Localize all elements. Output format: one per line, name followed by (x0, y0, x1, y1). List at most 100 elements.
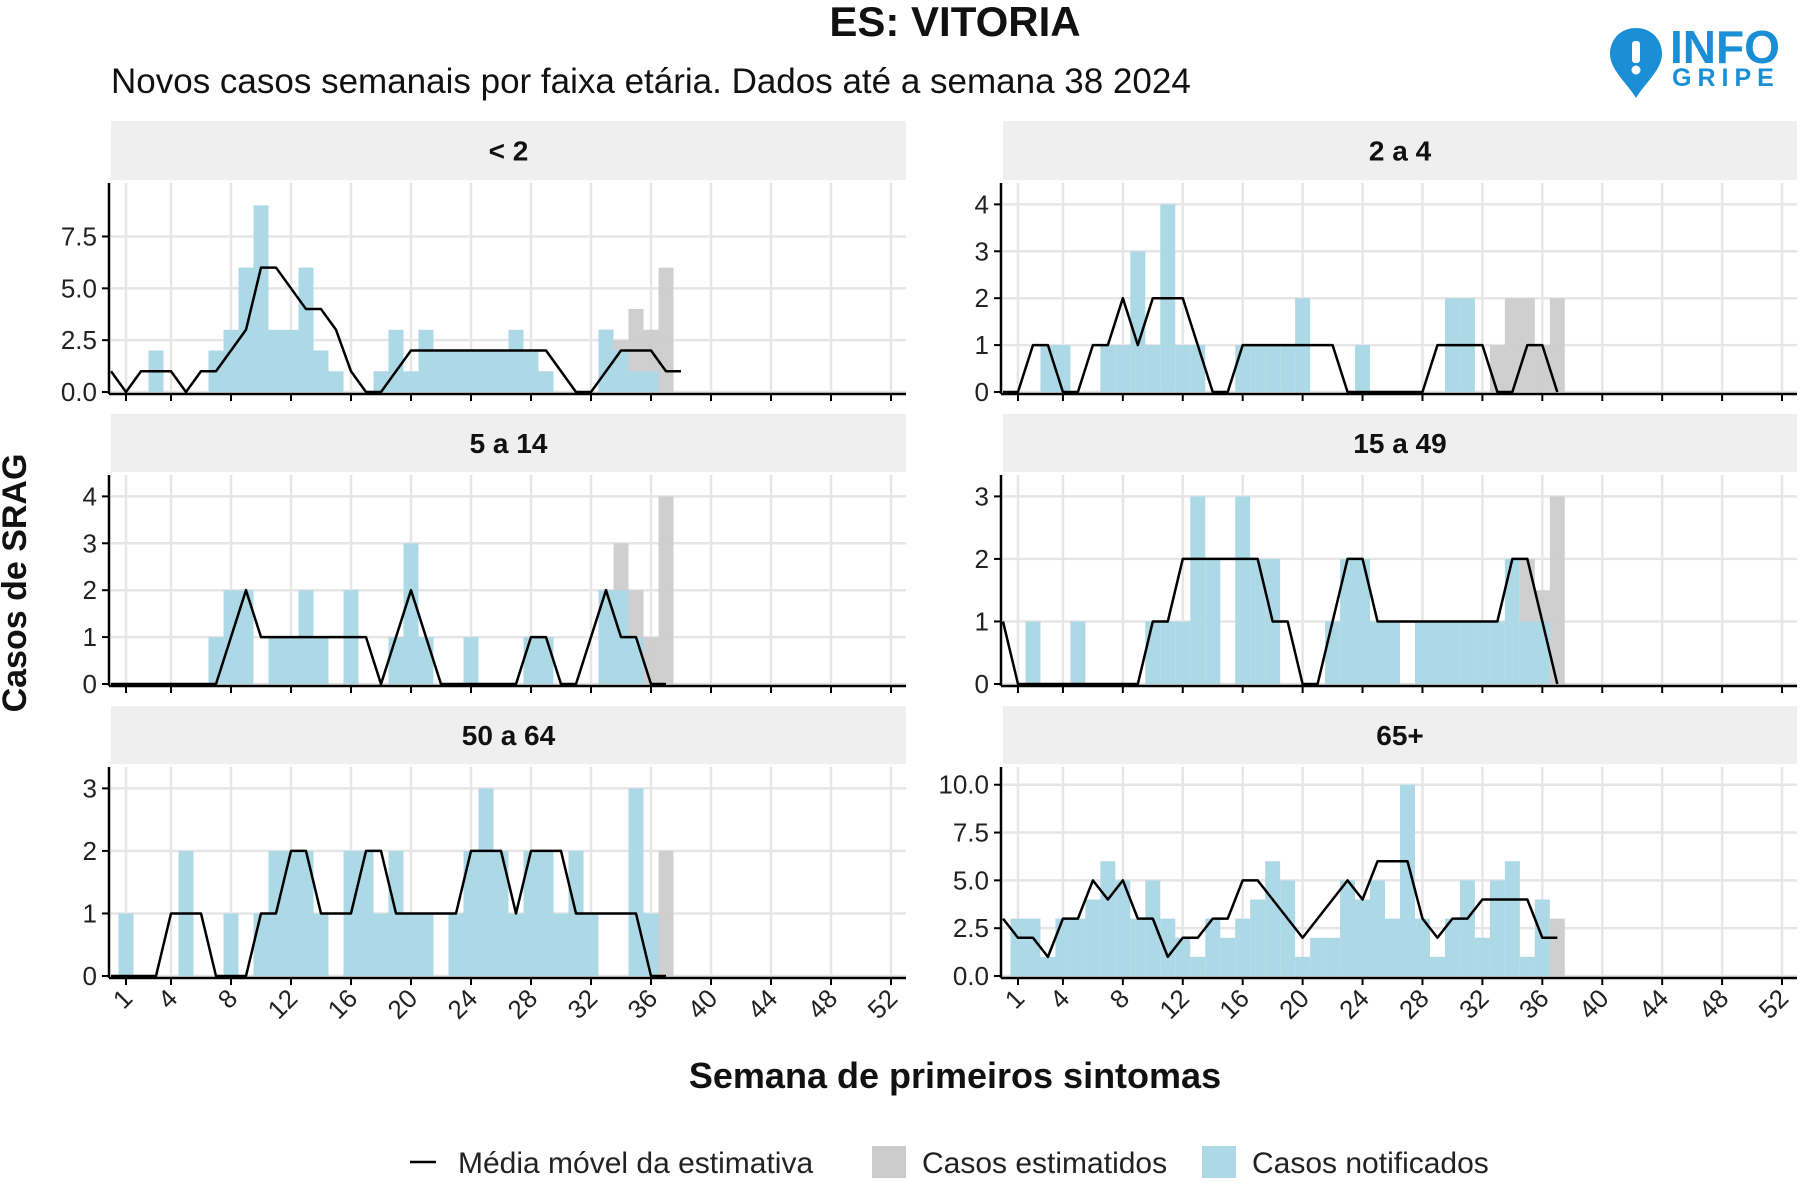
x-tick-label: 40 (1573, 983, 1615, 1025)
notified-bar (1010, 918, 1026, 976)
y-tick-label: 1 (83, 898, 97, 928)
notified-bar (433, 350, 449, 392)
notified-bar (463, 350, 479, 392)
x-tick-label: 20 (382, 983, 424, 1025)
notified-bar (1310, 937, 1326, 976)
moving-average-line (111, 849, 666, 978)
x-tick-label: 48 (1693, 983, 1735, 1025)
notified-bar (283, 850, 299, 976)
notified-bar (418, 637, 434, 684)
y-axis-title: Casos de SRAG (0, 454, 34, 713)
facet-panel: 2 a 4 0 1 2 3 4 (975, 121, 1797, 407)
x-tick-label: 44 (1633, 983, 1675, 1025)
notified-bar (403, 371, 419, 392)
facet-strip-label: 15 a 49 (1353, 428, 1446, 459)
notified-bar (1489, 621, 1505, 684)
x-axis-title: Semana de primeiros sintomas (689, 1055, 1221, 1096)
notified-bar (418, 329, 434, 392)
notified-bar (1250, 899, 1266, 976)
notified-bar (1175, 345, 1191, 392)
notified-bar (1340, 558, 1356, 684)
notified-bar (478, 350, 494, 392)
x-tick-label: 1 (999, 983, 1030, 1014)
notified-bar (1175, 621, 1191, 684)
infogripe-logo: INFO GRIPE (1610, 21, 1780, 98)
notified-bar (313, 637, 329, 684)
notified-bar (493, 350, 509, 392)
notified-bar (1190, 956, 1206, 976)
y-tick-label: 1 (83, 622, 97, 652)
y-tick-label: 1 (975, 330, 989, 360)
notified-bar (1235, 496, 1251, 684)
notified-bar (1519, 621, 1535, 684)
notified-bar (283, 637, 299, 684)
x-tick-label: 16 (1213, 983, 1255, 1025)
notified-bar (1205, 918, 1221, 976)
facet-strip-label: 50 a 64 (462, 720, 556, 751)
notified-bar (508, 329, 524, 392)
logo-info-text: INFO (1670, 21, 1780, 73)
notified-bar (448, 913, 464, 976)
y-tick-label: 0.0 (953, 961, 989, 991)
x-tick-label: 52 (1753, 983, 1795, 1025)
notified-bar (1519, 956, 1535, 976)
notified-bar (538, 850, 554, 976)
notified-bar (538, 371, 554, 392)
notified-bar (373, 371, 389, 392)
y-tick-label: 2 (83, 836, 97, 866)
notified-bar (523, 850, 539, 976)
y-tick-label: 10.0 (938, 770, 989, 800)
notified-bar (1504, 861, 1520, 976)
notified-bar (1429, 621, 1445, 684)
x-tick-label: 16 (322, 983, 364, 1025)
notified-bar (523, 637, 539, 684)
x-tick-label: 20 (1273, 983, 1315, 1025)
x-tick-label: 32 (1453, 983, 1495, 1025)
notified-bar (1160, 621, 1176, 684)
x-tick-label: 44 (742, 983, 784, 1025)
y-tick-label: 4 (975, 189, 989, 219)
facet-panel: 65+0.02.55.07.510.01 4 8 12 16 20 24 28 32 36 40 44… (938, 706, 1797, 1025)
notified-bar (1414, 918, 1430, 976)
notified-bar (1145, 621, 1161, 684)
notified-bar (1040, 345, 1056, 392)
notified-bar (1355, 345, 1371, 392)
facet-strip-label: < 2 (489, 136, 529, 167)
y-tick-label: 2.5 (953, 913, 989, 943)
notified-bar (328, 371, 344, 392)
exclamation-icon (1632, 41, 1640, 63)
notified-bar (1459, 621, 1475, 684)
notified-bar (1100, 345, 1116, 392)
notified-bar (358, 850, 374, 976)
facet-strip-label: 65+ (1376, 720, 1424, 751)
x-tick-label: 24 (442, 983, 484, 1025)
notified-bar (118, 913, 134, 976)
x-tick-label: 12 (1153, 983, 1195, 1025)
facet-strip-label: 5 a 14 (470, 428, 548, 459)
y-tick-label: 5.0 (61, 273, 97, 303)
notified-bar (1534, 621, 1550, 684)
y-tick-label: 3 (975, 236, 989, 266)
facet-strip (1003, 706, 1797, 764)
notified-bar (598, 329, 614, 392)
notified-bar (463, 637, 479, 684)
notified-bar (1385, 621, 1400, 684)
notified-bar (1340, 880, 1356, 976)
notified-bar (448, 350, 464, 392)
notified-bar (1355, 899, 1371, 976)
notified-bar (1265, 861, 1281, 976)
notified-bar (1250, 558, 1266, 684)
notified-bar (1474, 621, 1490, 684)
notified-bar (418, 913, 434, 976)
notified-bar (1370, 880, 1386, 976)
x-tick-label: 24 (1333, 983, 1375, 1025)
moving-average-line (1003, 296, 1559, 394)
notified-bar (388, 329, 404, 392)
notified-bar (253, 913, 269, 976)
moving-average-line (1001, 557, 1559, 686)
notified-bar (313, 913, 329, 976)
notified-bar (1040, 956, 1056, 976)
facet-strip (1003, 121, 1797, 180)
facet-strip (111, 706, 906, 764)
